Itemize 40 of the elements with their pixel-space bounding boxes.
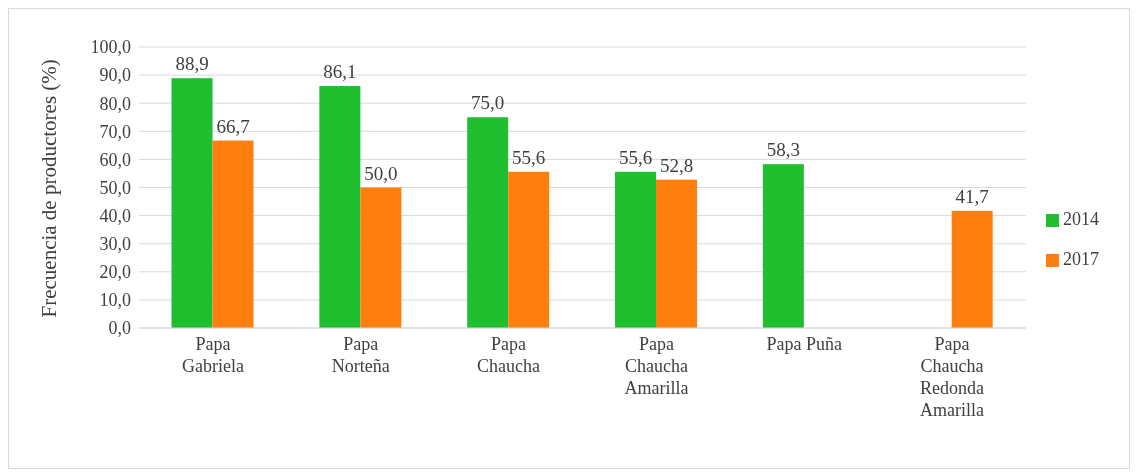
legend-label: 2014 (1063, 208, 1099, 229)
y-tick-label: 60,0 (99, 149, 131, 170)
y-tick-label: 20,0 (99, 262, 131, 283)
x-tick-label: Papa Gabriela (181, 334, 244, 376)
y-tick-label: 40,0 (99, 205, 131, 226)
y-axis-title: Frecuencia de productores (%) (37, 59, 62, 318)
data-label: 66,7 (216, 115, 250, 137)
bar (615, 171, 657, 328)
x-tick-label: Papa Puña (766, 334, 842, 354)
bar (360, 187, 402, 328)
data-label: 86,1 (323, 61, 357, 83)
bar (656, 179, 698, 328)
data-label: 55,6 (618, 146, 653, 168)
legend-label: 2017 (1063, 248, 1099, 269)
bar (508, 171, 550, 328)
y-tick-label: 100,0 (90, 37, 131, 58)
data-label: 50,0 (364, 162, 398, 184)
x-tick-label: Papa Chaucha Redonda Amarilla (920, 334, 985, 420)
x-tick-label: Papa Norteña (331, 334, 390, 376)
x-tick-label: Papa Chaucha Amarilla (624, 334, 689, 398)
y-tick-label: 30,0 (99, 234, 131, 255)
y-tick-label: 10,0 (99, 290, 131, 311)
bar (951, 210, 993, 328)
bar (319, 86, 361, 328)
bar (171, 78, 213, 328)
y-tick-label: 90,0 (99, 65, 131, 86)
data-label: 55,6 (512, 146, 546, 168)
data-label: 52,8 (659, 154, 694, 176)
data-label: 88,9 (175, 53, 209, 75)
y-tick-label: 70,0 (99, 121, 131, 142)
bar (467, 117, 509, 328)
bar (212, 140, 254, 328)
y-tick-label: 0,0 (108, 318, 131, 339)
data-label: 58,3 (766, 139, 800, 161)
data-label: 75,0 (471, 92, 505, 114)
y-tick-label: 80,0 (99, 93, 131, 114)
x-tick-label: Papa Chaucha (477, 334, 541, 376)
data-label: 41,7 (955, 185, 989, 207)
bar (762, 164, 804, 328)
y-tick-label: 50,0 (99, 177, 131, 198)
